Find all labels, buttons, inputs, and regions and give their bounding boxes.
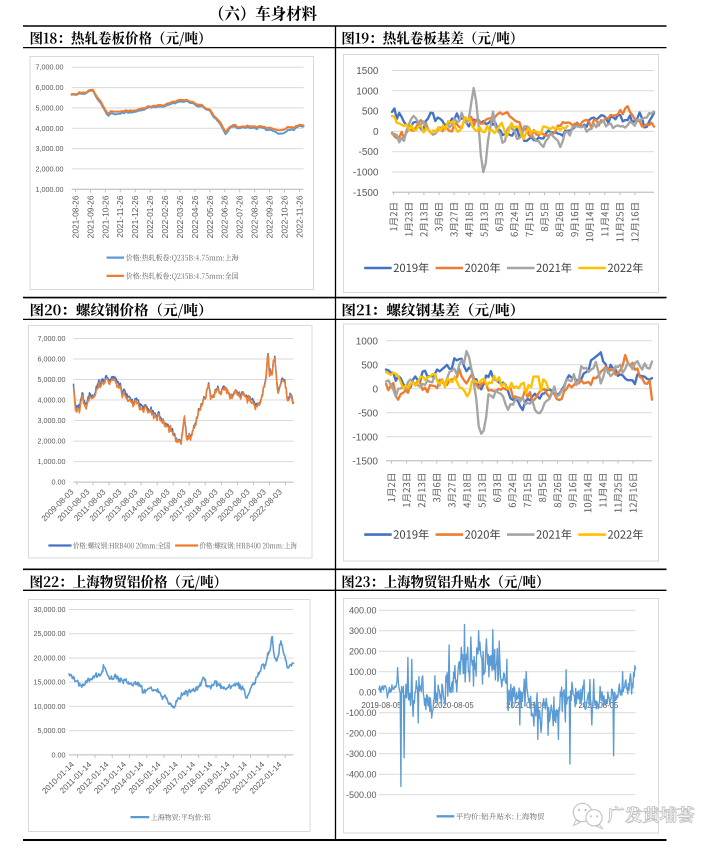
svg-text:0.00: 0.00 — [359, 687, 377, 697]
svg-text:-100.00: -100.00 — [346, 708, 377, 718]
svg-text:2019-08-05: 2019-08-05 — [362, 701, 403, 710]
svg-text:2022-11-26: 2022-11-26 — [294, 195, 304, 238]
svg-text:-1000: -1000 — [352, 432, 378, 443]
svg-text:2022-08-26: 2022-08-26 — [250, 195, 260, 238]
svg-text:2022-10-26: 2022-10-26 — [279, 195, 289, 238]
svg-text:5,000.00: 5,000.00 — [36, 103, 64, 112]
svg-text:5,000.00: 5,000.00 — [38, 726, 66, 735]
svg-text:2021-11-26: 2021-11-26 — [115, 195, 125, 238]
svg-text:2021-08-05: 2021-08-05 — [506, 701, 547, 710]
svg-text:100.00: 100.00 — [349, 667, 377, 677]
svg-text:2022-03-26: 2022-03-26 — [175, 195, 185, 238]
svg-text:1,000.00: 1,000.00 — [38, 457, 66, 466]
svg-text:2,000.00: 2,000.00 — [38, 437, 66, 446]
svg-text:1000: 1000 — [356, 86, 379, 97]
svg-text:-1500: -1500 — [352, 456, 378, 467]
svg-text:30,000.00: 30,000.00 — [34, 605, 66, 614]
svg-text:5,000.00: 5,000.00 — [38, 375, 66, 384]
svg-text:-1500: -1500 — [353, 188, 379, 199]
svg-text:0: 0 — [373, 127, 379, 138]
svg-text:500: 500 — [361, 360, 378, 371]
svg-text:20,000.00: 20,000.00 — [34, 654, 66, 663]
svg-text:-400.00: -400.00 — [346, 769, 377, 779]
svg-text:-1000: -1000 — [353, 168, 379, 179]
svg-text:2022-04-26: 2022-04-26 — [190, 195, 200, 238]
svg-text:400.00: 400.00 — [349, 605, 377, 615]
svg-text:-300.00: -300.00 — [346, 749, 377, 759]
svg-text:1000: 1000 — [356, 336, 379, 347]
svg-text:-500: -500 — [358, 147, 378, 158]
svg-text:2021-10-26: 2021-10-26 — [100, 195, 110, 238]
svg-text:6,000.00: 6,000.00 — [36, 83, 64, 92]
svg-text:200.00: 200.00 — [349, 646, 377, 656]
svg-text:0: 0 — [372, 384, 378, 395]
svg-text:2022-09-26: 2022-09-26 — [265, 195, 275, 238]
svg-text:500: 500 — [362, 107, 379, 118]
svg-text:6,000.00: 6,000.00 — [38, 355, 66, 364]
svg-text:2022-07-26: 2022-07-26 — [235, 195, 245, 238]
svg-text:2020-08-05: 2020-08-05 — [434, 701, 475, 710]
svg-text:4,000.00: 4,000.00 — [38, 396, 66, 405]
svg-text:0.00: 0.00 — [52, 750, 66, 759]
svg-text:15,000.00: 15,000.00 — [34, 678, 66, 687]
svg-text:4,000.00: 4,000.00 — [36, 124, 64, 133]
svg-text:2022-06-26: 2022-06-26 — [220, 195, 230, 238]
svg-text:1,000.00: 1,000.00 — [36, 185, 64, 194]
svg-text:0.00: 0.00 — [52, 478, 66, 487]
svg-text:-200.00: -200.00 — [346, 728, 377, 738]
svg-text:2022-02-26: 2022-02-26 — [160, 195, 170, 238]
svg-text:2021-09-26: 2021-09-26 — [85, 195, 95, 238]
svg-text:2,000.00: 2,000.00 — [36, 164, 64, 173]
svg-text:3,000.00: 3,000.00 — [38, 416, 66, 425]
svg-text:10,000.00: 10,000.00 — [34, 702, 66, 711]
svg-text:300.00: 300.00 — [349, 626, 377, 636]
svg-text:-500: -500 — [358, 408, 378, 419]
svg-text:2021-08-26: 2021-08-26 — [70, 195, 80, 238]
svg-text:2021-12-26: 2021-12-26 — [130, 195, 140, 238]
svg-text:2022-01-26: 2022-01-26 — [145, 195, 155, 238]
svg-text:-500.00: -500.00 — [346, 790, 377, 800]
svg-text:7,000.00: 7,000.00 — [38, 334, 66, 343]
svg-text:7,000.00: 7,000.00 — [36, 63, 64, 72]
svg-text:2022-05-26: 2022-05-26 — [205, 195, 215, 238]
svg-text:25,000.00: 25,000.00 — [34, 629, 66, 638]
svg-text:3,000.00: 3,000.00 — [36, 144, 64, 153]
svg-text:1500: 1500 — [356, 66, 379, 77]
